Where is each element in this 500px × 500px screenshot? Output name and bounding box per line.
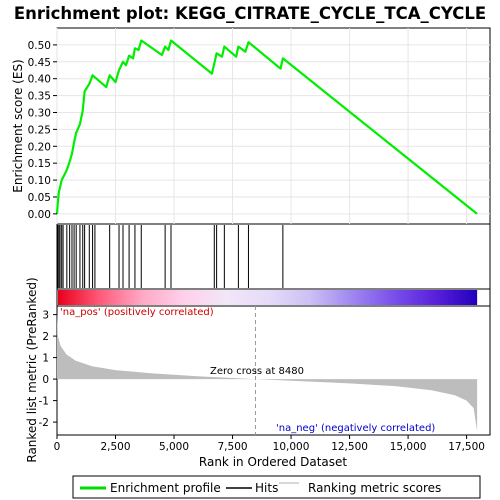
enrichment-profile-line [55, 39, 478, 215]
es-panel [56, 27, 491, 225]
x-tick-label: 10,000 [273, 441, 310, 453]
es-tick-label: 0.45 [28, 57, 51, 69]
metric-tick-label: 0 [42, 374, 49, 386]
chart-title: Enrichment plot: KEGG_CITRATE_CYCLE_TCA_… [14, 4, 486, 23]
metric-tick-label: 3 [42, 310, 49, 322]
x-tick-label: 17,500 [448, 441, 485, 453]
es-tick-label: 0.15 [28, 158, 51, 170]
legend-hits-label: Hits [255, 481, 278, 495]
es-tick-label: 0.05 [28, 192, 51, 204]
es-tick-label: 0.25 [28, 124, 51, 136]
metric-tick-label: 1 [42, 353, 49, 365]
x-tick-label: 15,000 [390, 441, 427, 453]
x-tick-label: 0 [54, 441, 61, 453]
es-axis-title: Enrichment score (ES) [11, 59, 25, 192]
es-tick-label: 0.35 [28, 91, 51, 103]
metric-tick-label: -1 [39, 396, 49, 408]
x-tick-label: 5,000 [159, 441, 189, 453]
legend-metric-label: Ranking metric scores [308, 481, 441, 495]
es-tick-label: 0.00 [28, 209, 51, 221]
x-tick-label: 2,500 [100, 441, 130, 453]
na-pos-label: 'na_pos' (positively correlated) [60, 307, 214, 318]
es-tick-label: 0.20 [28, 141, 51, 153]
metric-tick-label: -2 [39, 417, 49, 429]
x-tick-label: 7,500 [218, 441, 248, 453]
metric-panel [56, 305, 491, 436]
na-neg-label: 'na_neg' (negatively correlated) [276, 423, 435, 434]
hits-panel [56, 223, 491, 290]
rank-color-band [58, 290, 478, 305]
zero-cross-label: Zero cross at 8480 [210, 366, 304, 377]
legend-enrichment-label: Enrichment profile [110, 481, 221, 495]
x-tick-label: 12,500 [331, 441, 368, 453]
legend-box [72, 475, 481, 499]
metric-axis-title: Ranked list metric (PreRanked) [25, 277, 39, 462]
es-tick-label: 0.50 [28, 40, 51, 52]
x-axis-title: Rank in Ordered Dataset [199, 455, 347, 469]
metric-tick-label: 2 [42, 331, 49, 343]
es-tick-label: 0.10 [28, 175, 51, 187]
es-tick-label: 0.30 [28, 107, 51, 119]
es-tick-label: 0.40 [28, 74, 51, 86]
